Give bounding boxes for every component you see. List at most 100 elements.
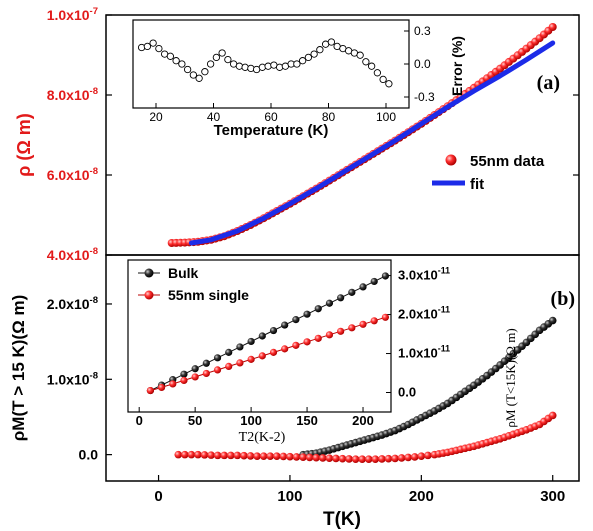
- panel-b-y-tick-label: 0.0: [79, 447, 99, 463]
- panel-b-x-axis-title: T(K): [323, 509, 361, 530]
- inset-b-point-55nm-single: [292, 341, 300, 349]
- data-point-55nm-single: [266, 452, 275, 460]
- data-point-55nm-single: [207, 451, 215, 459]
- data-point-55nm-single: [332, 454, 340, 463]
- inset-b-point-bulk: [381, 272, 390, 280]
- inset-a-y-tick-label: 0.3: [414, 24, 431, 38]
- data-point-55nm-single: [364, 455, 373, 463]
- inset-b-point-bulk: [202, 359, 210, 367]
- inset-a-y-axis-title: Error (%): [449, 36, 465, 96]
- panel-b-x-tick-label: 100: [277, 488, 302, 505]
- inset-b-line-55nm-single: [150, 316, 386, 392]
- legend-label-fit: fit: [470, 176, 484, 193]
- data-point-55nm-single: [240, 451, 248, 460]
- data-point-55nm-single: [358, 455, 367, 463]
- inset-b-point-bulk: [213, 354, 222, 362]
- inset-a-point: [367, 62, 376, 70]
- inset-b-point-55nm-single: [213, 366, 222, 374]
- inset-b-point-55nm-single: [348, 324, 356, 332]
- inset-a-point: [195, 74, 203, 82]
- inset-b-point-bulk: [258, 332, 266, 340]
- inset-a-point: [316, 46, 324, 54]
- inset-b-point-55nm-single: [337, 327, 345, 335]
- inset-a-point: [327, 38, 336, 46]
- inset-b-point-bulk: [303, 310, 311, 318]
- inset-a-tick-labels: 20 40 60 80 100 0.3 0.0 -0.3: [149, 24, 435, 124]
- panel-b-x-tick-label: 300: [540, 488, 565, 505]
- inset-a-point: [166, 52, 175, 60]
- panel-a-y-tick-label: 8.0x10-8: [47, 86, 98, 103]
- panel-a-label: (a): [537, 72, 560, 94]
- inset-b-point-55nm-single: [381, 313, 390, 321]
- data-point-55nm-single: [220, 451, 229, 460]
- panel-a-y-axis-title: ρ (Ω m): [14, 113, 34, 177]
- inset-a-point: [304, 53, 313, 62]
- inset-b-point-bulk: [247, 337, 255, 346]
- inset-b-point-55nm-single: [157, 383, 166, 392]
- inset-b-x-axis-title: T2(K-2): [239, 430, 286, 445]
- inset-a-point: [212, 53, 221, 62]
- inset-b-point-55nm-single: [236, 359, 244, 367]
- data-point-55nm-single: [410, 453, 419, 461]
- inset-a-y-tick-label: -0.3: [414, 90, 435, 104]
- data-point-55nm-single: [391, 454, 399, 463]
- inset-a-point: [373, 69, 382, 77]
- inset-b-point-bulk: [370, 277, 378, 286]
- panel-a-y-tick-label: 6.0x10-8: [47, 166, 98, 183]
- inset-a-ticks: [155, 30, 409, 108]
- inset-b-point-bulk: [325, 299, 334, 307]
- panel-b-ticks: [106, 303, 554, 481]
- inset-b-point-bulk: [314, 305, 322, 313]
- panel-a-legend: 55nm data fit: [432, 153, 545, 193]
- data-point-55nm-single: [292, 453, 301, 461]
- data-point-55nm-single: [351, 455, 360, 463]
- panel-a-y-tick-label: 4.0x10-8: [47, 246, 98, 263]
- panel-b: 0 100 200 300 0.0 1.0x10-8 2.0x10-8 ρM(T > 15 …: [9, 254, 580, 530]
- data-point-55nm-single: [233, 451, 242, 460]
- data-point-55nm-single: [194, 450, 202, 459]
- inset-a-point: [247, 64, 255, 73]
- data-point-55nm-single: [200, 451, 209, 459]
- inset-b-point-bulk: [236, 343, 244, 351]
- data-point-55nm-single: [371, 455, 380, 463]
- inset-a-point: [241, 63, 249, 71]
- panel-b-label: (b): [551, 288, 575, 310]
- inset-a-x-tick-label: 20: [149, 110, 163, 124]
- data-point-55nm: [548, 23, 557, 31]
- panel-b-y-tick-label: 1.0x10-8: [47, 370, 98, 387]
- inset-b-point-bulk: [180, 370, 188, 378]
- inset-b-point-bulk: [191, 365, 199, 373]
- data-point-55nm-single: [384, 454, 393, 463]
- panel-b-y-tick-label: 2.0x10-8: [47, 295, 98, 312]
- inset-b-tick-labels: 0 50 100 150 200 0.0 1.0x10-11 2.0x10-11 3.0x10-…: [136, 266, 451, 428]
- inset-b-x-tick-label: 100: [240, 413, 262, 428]
- inset-b-x-tick-label: 0: [136, 413, 143, 428]
- inset-b-point-55nm-single: [180, 376, 188, 385]
- inset-b-point-55nm-single: [191, 373, 199, 381]
- panel-b-inset: 0 50 100 150 200 0.0 1.0x10-11 2.0x10-11 3.0x10-…: [127, 259, 518, 445]
- legend-marker-55nm-data: [445, 154, 457, 166]
- panel-b-frame: [105, 254, 580, 482]
- inset-b-point-55nm-single: [169, 380, 177, 388]
- inset-b-y-tick-label: 3.0x10-11: [398, 266, 450, 283]
- inset-a-x-tick-label: 100: [376, 110, 396, 124]
- panel-b-series: [174, 316, 557, 463]
- inset-a-point: [356, 51, 364, 59]
- data-point-55nm-single: [246, 452, 255, 460]
- inset-b-x-tick-label: 200: [352, 413, 374, 428]
- data-point-55nm-single: [318, 454, 327, 462]
- inset-b-x-tick-label: 50: [188, 413, 202, 428]
- inset-a-point: [178, 60, 186, 68]
- data-point-55nm-single: [397, 454, 406, 462]
- inset-b-legend: Bulk 55nm single: [138, 265, 249, 303]
- legend-marker-bulk: [144, 268, 154, 278]
- data-point-55nm-single: [345, 455, 353, 463]
- inset-b-point-bulk: [269, 326, 278, 335]
- inset-a-y-tick-label: 0.0: [414, 57, 431, 71]
- data-point-bulk: [548, 316, 557, 325]
- inset-b-point-bulk: [337, 294, 345, 302]
- legend-marker-55nm-single: [144, 290, 154, 300]
- inset-b-point-55nm-single: [359, 320, 367, 328]
- inset-b-y-tick-label: 2.0x10-11: [398, 305, 450, 322]
